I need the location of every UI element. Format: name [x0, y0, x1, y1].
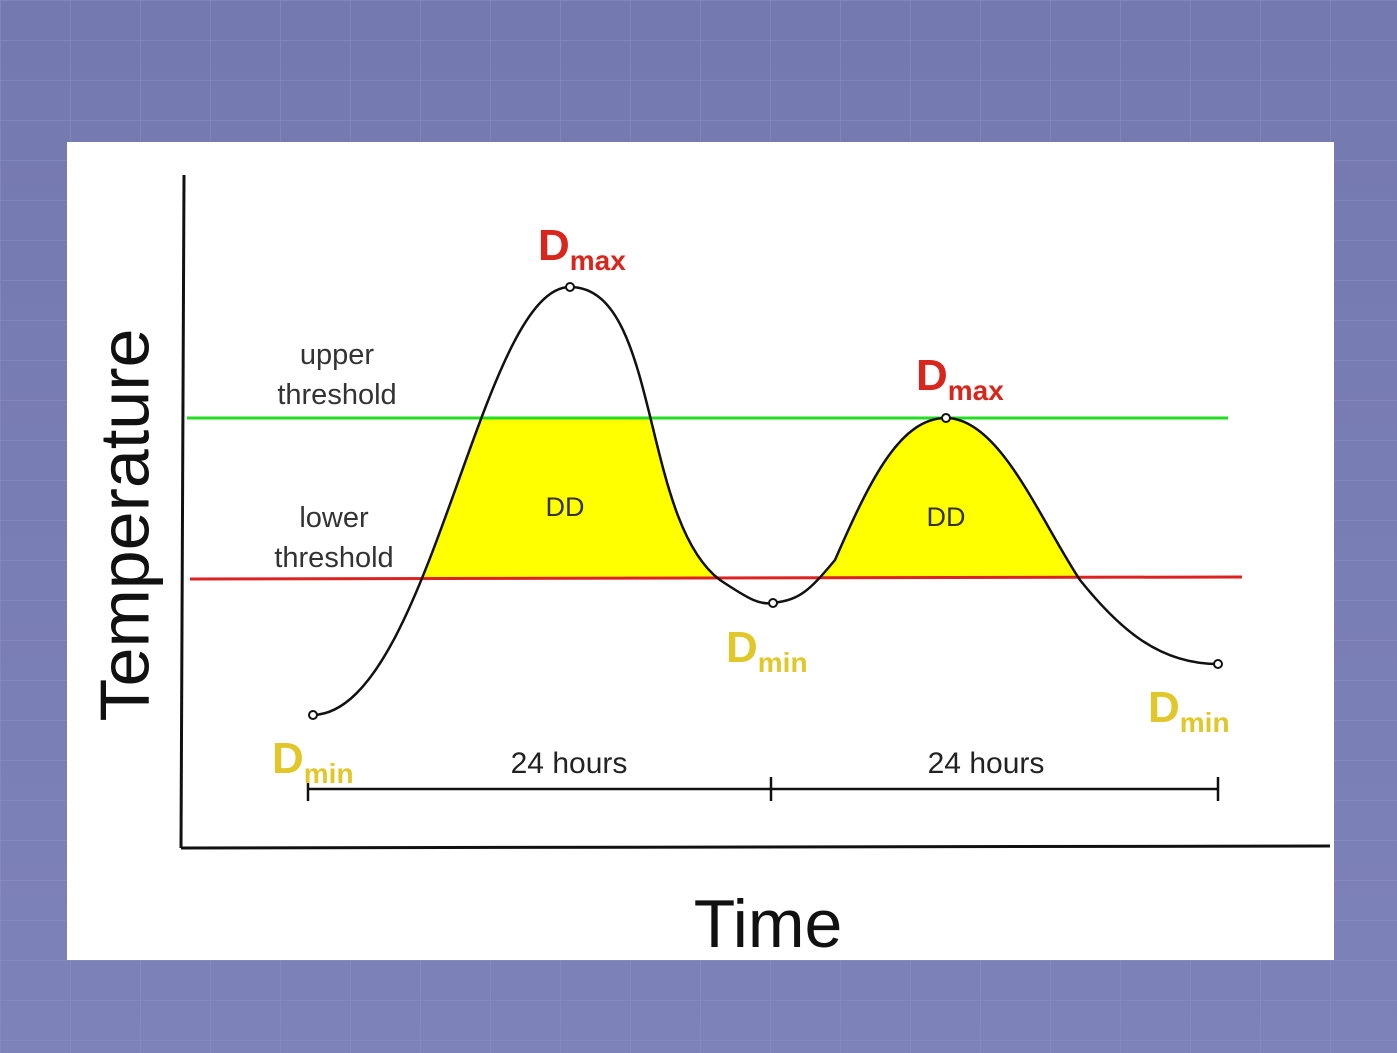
point-label: Dmax — [538, 221, 626, 276]
point-subscript: max — [948, 375, 1004, 406]
point-letter: D — [726, 623, 758, 672]
panel — [67, 142, 1334, 960]
point-letter: D — [1148, 683, 1180, 732]
point-label: Dmax — [916, 351, 1004, 406]
point-label: Dmin — [726, 623, 808, 678]
duration-label: 24 hours — [928, 747, 1045, 780]
y-axis-label: Temperature — [85, 329, 163, 722]
point-letter: D — [538, 221, 570, 270]
threshold-label: threshold — [277, 379, 396, 411]
point-letter: D — [272, 734, 304, 783]
degree-day-area — [422, 418, 1079, 578]
area-label: DD — [927, 502, 966, 532]
threshold-label: upper — [300, 339, 375, 371]
area-label: DD — [546, 492, 585, 522]
curve-points — [308, 282, 1223, 720]
x-axis — [180, 844, 1331, 850]
point-label: Dmin — [1148, 683, 1230, 738]
threshold-label: lower — [299, 502, 369, 534]
point-label: Dmin — [272, 734, 354, 789]
y-axis — [179, 174, 186, 849]
x-axis-label: Time — [694, 886, 843, 962]
threshold-label: threshold — [274, 542, 393, 574]
duration-scale — [306, 777, 1220, 801]
duration-label: 24 hours — [511, 747, 628, 780]
point-subscript: min — [1180, 707, 1230, 738]
point-subscript: min — [758, 647, 808, 678]
point-subscript: max — [570, 245, 626, 276]
point-letter: D — [916, 351, 948, 400]
point-subscript: min — [304, 758, 354, 789]
